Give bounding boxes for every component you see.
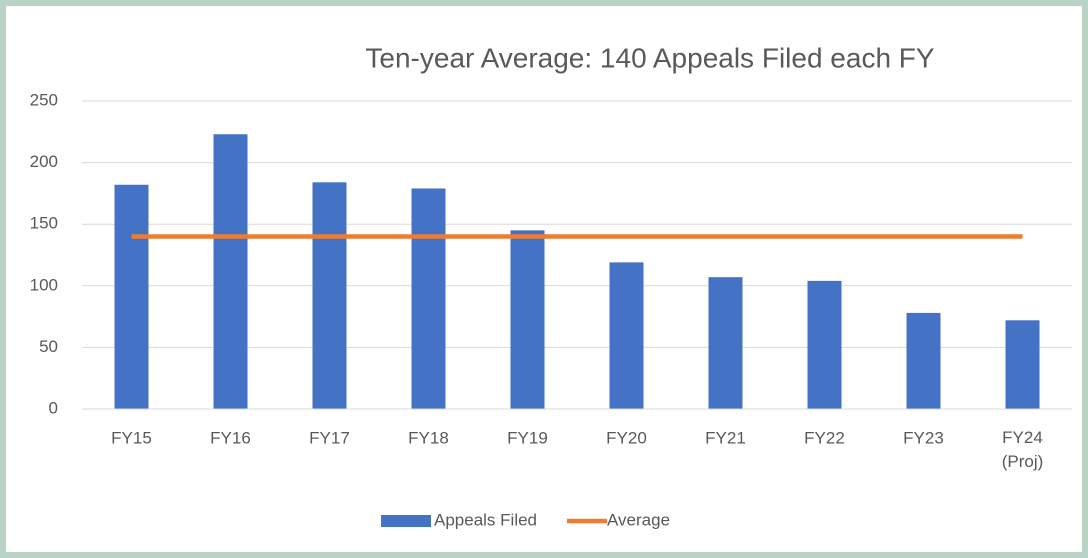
bar [807,280,842,409]
x-tick-label: FY17 [309,428,350,447]
bar [411,188,446,409]
x-tick-label: FY24 (Proj) [1002,428,1044,471]
x-tick-label: FY18 [408,428,449,447]
legend-label: Average [607,510,670,529]
y-tick-label: 0 [49,398,58,417]
x-tick-label: FY21 [705,428,746,447]
y-tick-label: 100 [30,275,58,294]
y-tick-label: 250 [30,90,58,109]
x-tick-label: FY16 [210,428,251,447]
x-tick-label: FY22 [804,428,845,447]
x-tick-label: FY19 [507,428,548,447]
bar [510,230,545,409]
x-tick-label: FY23 [903,428,944,447]
bar [708,277,743,409]
x-tick-label: FY20 [606,428,647,447]
x-tick-label: FY15 [111,428,152,447]
y-tick-label: 200 [30,152,58,171]
y-tick-label: 150 [30,214,58,233]
legend-label: Appeals Filed [434,510,537,529]
legend-swatch [381,515,431,527]
bar [213,134,248,409]
y-tick-label: 50 [39,337,58,356]
bar [312,182,347,409]
bar [114,184,149,409]
bar [906,312,941,409]
bar [1005,320,1040,409]
chart-title: Ten-year Average: 140 Appeals Filed each… [365,42,934,73]
bar [609,262,644,409]
